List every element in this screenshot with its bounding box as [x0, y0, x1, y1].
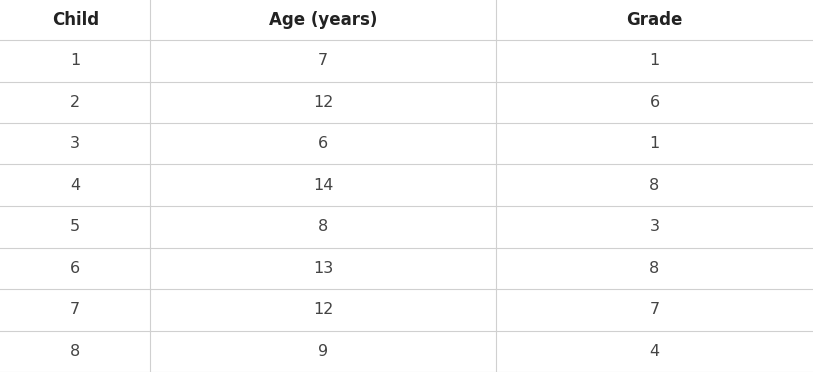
Text: 1: 1 [650, 53, 659, 68]
Text: Grade: Grade [626, 11, 683, 29]
Text: 14: 14 [313, 178, 333, 193]
Text: Child: Child [52, 11, 98, 29]
Text: 3: 3 [70, 136, 80, 151]
Bar [150, 0, 496, 40]
Bar [150, 123, 496, 164]
Bar [150, 164, 496, 206]
Bar [0, 289, 150, 330]
Text: Age (years): Age (years) [269, 11, 377, 29]
Text: 7: 7 [70, 302, 80, 317]
Bar [0, 123, 150, 164]
Bar [496, 40, 813, 81]
Text: 8: 8 [650, 261, 659, 276]
Text: 7: 7 [650, 302, 659, 317]
Bar [0, 164, 150, 206]
Text: 8: 8 [650, 178, 659, 193]
Text: 8: 8 [70, 344, 80, 359]
Text: 2: 2 [70, 95, 80, 110]
Text: 9: 9 [318, 344, 328, 359]
Bar [0, 0, 150, 40]
Bar [496, 247, 813, 289]
Bar [150, 289, 496, 330]
Bar [150, 206, 496, 247]
Text: 6: 6 [650, 95, 659, 110]
Bar [496, 289, 813, 330]
Text: 4: 4 [70, 178, 80, 193]
Bar [0, 247, 150, 289]
Bar [496, 164, 813, 206]
Text: 12: 12 [313, 95, 333, 110]
Text: 8: 8 [318, 219, 328, 234]
Bar [150, 40, 496, 81]
Bar [496, 206, 813, 247]
Bar [150, 330, 496, 372]
Text: 1: 1 [650, 136, 659, 151]
Text: 1: 1 [70, 53, 80, 68]
Bar [496, 330, 813, 372]
Bar [496, 81, 813, 123]
Text: 12: 12 [313, 302, 333, 317]
Bar [0, 81, 150, 123]
Bar [496, 123, 813, 164]
Text: 3: 3 [650, 219, 659, 234]
Text: 6: 6 [318, 136, 328, 151]
Bar [0, 40, 150, 81]
Bar [150, 81, 496, 123]
Bar [0, 330, 150, 372]
Bar [496, 0, 813, 40]
Text: 4: 4 [650, 344, 659, 359]
Text: 13: 13 [313, 261, 333, 276]
Text: 5: 5 [70, 219, 80, 234]
Text: 6: 6 [70, 261, 80, 276]
Bar [0, 206, 150, 247]
Bar [150, 247, 496, 289]
Text: 7: 7 [318, 53, 328, 68]
